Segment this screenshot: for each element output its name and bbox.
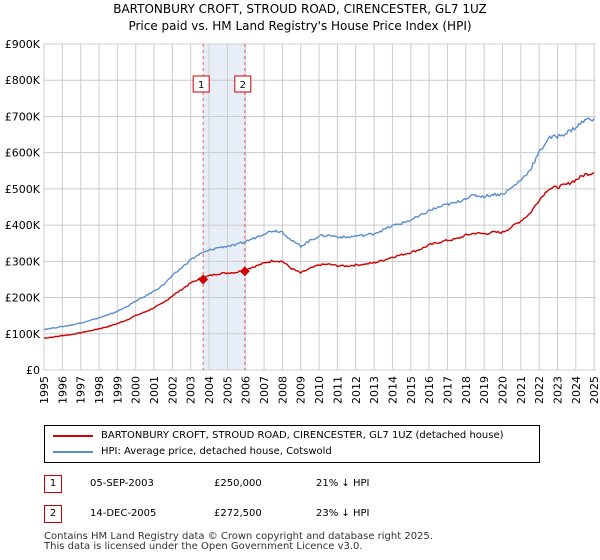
y-tick-label: £700K	[5, 110, 41, 123]
x-tick-label: 2023	[551, 376, 564, 404]
x-tick-label: 2015	[405, 376, 418, 404]
x-tick-label: 1997	[75, 376, 88, 404]
transaction-date: 14-DEC-2005	[90, 508, 157, 519]
transaction-date: 05-SEP-2003	[90, 478, 154, 489]
legend-label-hpi: HPI: Average price, detached house, Cots…	[101, 446, 332, 457]
plot-area	[44, 44, 596, 370]
y-tick-label: £500K	[5, 183, 41, 196]
x-tick-label: 2020	[496, 376, 509, 404]
x-tick-label: 2008	[276, 376, 289, 404]
x-tick-label: 1996	[56, 376, 69, 404]
shaded-period	[203, 44, 245, 370]
transaction-point	[198, 274, 209, 285]
y-tick-label: £0	[26, 364, 40, 377]
transaction-point	[239, 266, 250, 277]
x-tick-label: 2006	[240, 376, 253, 404]
series-line-hpi	[43, 117, 595, 331]
y-tick-label: £100K	[5, 328, 41, 341]
transaction-row: 1 05-SEP-2003 £250,000 21% ↓ HPI	[44, 475, 404, 493]
series-line-property	[43, 171, 595, 339]
transaction-row: 2 14-DEC-2005 £272,500 23% ↓ HPI	[44, 505, 404, 523]
x-tick-label: 2025	[588, 376, 600, 404]
x-tick-label: 2004	[203, 376, 216, 404]
transaction-marker-1: 1	[44, 475, 62, 493]
transaction-label-2: 2	[240, 80, 246, 91]
footer-copyright: Contains HM Land Registry data © Crown c…	[44, 531, 433, 542]
x-tick-label: 2024	[570, 376, 583, 404]
x-tick-label: 2017	[441, 376, 454, 404]
x-tick-label: 1998	[93, 376, 106, 404]
x-tick-label: 2000	[130, 376, 143, 404]
x-tick-label: 2018	[460, 376, 473, 404]
legend-line-hpi	[53, 451, 93, 453]
y-tick-label: £300K	[5, 255, 41, 268]
x-tick-label: 2016	[423, 376, 436, 404]
transaction-label-box	[234, 75, 252, 93]
legend-item-hpi: HPI: Average price, detached house, Cots…	[45, 444, 535, 460]
legend-label-property: BARTONBURY CROFT, STROUD ROAD, CIRENCEST…	[101, 430, 504, 441]
transaction-price: £250,000	[214, 478, 262, 489]
x-tick-label: 2002	[166, 376, 179, 404]
legend: BARTONBURY CROFT, STROUD ROAD, CIRENCEST…	[44, 425, 540, 463]
chart-subtitle: Price paid vs. HM Land Registry's House …	[128, 19, 472, 33]
y-tick-label: £600K	[5, 147, 41, 160]
legend-line-property	[53, 435, 93, 437]
x-tick-label: 2012	[350, 376, 363, 404]
x-tick-label: 2021	[515, 376, 528, 404]
transaction-price: £272,500	[214, 508, 262, 519]
x-tick-label: 2003	[185, 376, 198, 404]
transaction-label-box	[192, 75, 210, 93]
x-tick-label: 2011	[331, 376, 344, 404]
y-tick-label: £800K	[5, 74, 41, 87]
x-tick-label: 2010	[313, 376, 326, 404]
x-tick-label: 1995	[38, 376, 51, 404]
x-tick-label: 2022	[533, 376, 546, 404]
footer-licence: This data is licensed under the Open Gov…	[44, 541, 363, 552]
x-tick-label: 2014	[386, 376, 399, 404]
x-tick-label: 2005	[221, 376, 234, 404]
transaction-hpi-diff: 23% ↓ HPI	[316, 508, 370, 519]
x-tick-label: 2013	[368, 376, 381, 404]
y-tick-label: £400K	[5, 219, 41, 232]
transaction-marker-2: 2	[44, 505, 62, 523]
x-tick-label: 2009	[295, 376, 308, 404]
x-tick-label: 2019	[478, 376, 491, 404]
transaction-hpi-diff: 21% ↓ HPI	[316, 478, 370, 489]
x-tick-label: 2001	[148, 376, 161, 404]
price-chart: 1 2 £0 £100K £200K £300K £400K £500K £600K £700K £…	[5, 38, 600, 404]
chart-title: BARTONBURY CROFT, STROUD ROAD, CIRENCEST…	[113, 2, 487, 16]
transaction-label-1: 1	[198, 80, 204, 91]
x-tick-label: 2007	[258, 376, 271, 404]
x-tick-label: 1999	[111, 376, 124, 404]
y-tick-label: £900K	[5, 38, 41, 51]
y-tick-label: £200K	[5, 292, 41, 305]
legend-item-property: BARTONBURY CROFT, STROUD ROAD, CIRENCEST…	[45, 428, 535, 444]
